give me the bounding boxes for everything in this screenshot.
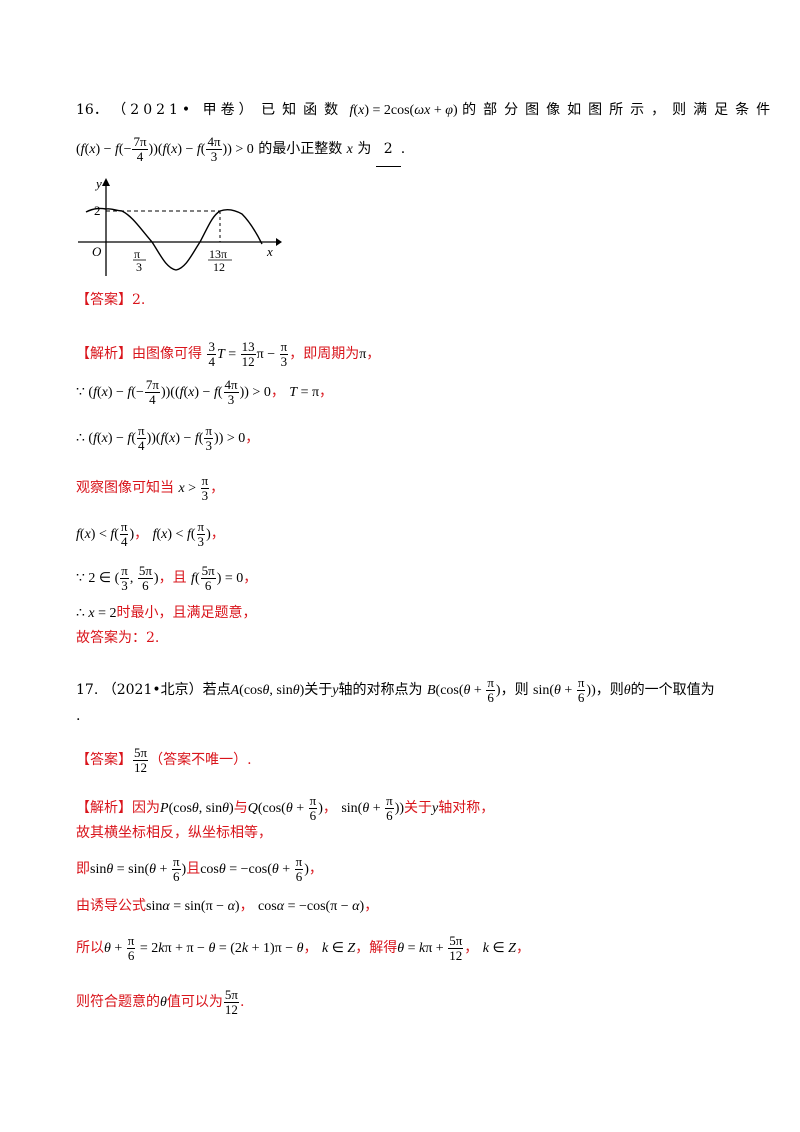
q16-analysis-line4: 观察图像可知当 x > π 3，: [76, 473, 225, 504]
tick2-numerator: 13π: [209, 247, 227, 261]
q17-answer-note: （答案不唯一）.: [149, 752, 252, 768]
q16-stem2: 的部分图像如图所示，则满足条件: [462, 102, 778, 118]
q17-analysis-line4: 由诱导公式sinα = sin(π − α)， cosα = −cos(π − …: [76, 898, 379, 914]
q17-answer-line: 【答案】 5π 12 （答案不唯一）.: [76, 745, 252, 776]
q16-analysis-line5: f(x) < f(π 4)， f(x) < f(π 3)，: [76, 519, 225, 550]
q17-line1-end: .: [76, 708, 81, 724]
q16-answer-line: 【答案】2.: [76, 290, 145, 310]
q16-answer-value: 2.: [132, 292, 146, 308]
tick1-numerator: π: [134, 247, 140, 261]
q17-answer-tag: 【答案】: [76, 752, 132, 768]
q16-analysis-line3: ∴ (f(x) − f(π 4))(f(x) − f(π 3)) > 0，: [76, 423, 260, 454]
q16-line2: (f(x) − f(− 7π 4))(f(x) − f(4π 3)) > 0 的最小正…: [76, 132, 405, 167]
q17-source: （2021•北京）: [102, 682, 203, 698]
q16-condition: (f(x) − f(− 7π 4))(f(x) − f(4π 3)) > 0: [76, 134, 254, 165]
q16-formula-f: f(x) = 2cos(ωx + φ): [349, 103, 458, 118]
q17-analysis-line2: 故其横坐标相反，纵坐标相等，: [76, 825, 272, 841]
q16-stem1: 已知函数: [261, 102, 346, 118]
q17-number: 17.: [76, 682, 99, 698]
q16-line1: 16． （2021• 甲卷） 已知函数 f(x) = 2cos(ωx + φ) …: [76, 100, 777, 121]
q16-answer-tag: 【答案】: [76, 292, 132, 308]
x-axis-arrow: [276, 238, 282, 246]
q17-line1: 17. （2021•北京）若点A(cosθ, sinθ)关于y轴的对称点为 B(…: [76, 675, 715, 706]
q16-analysis-line2: ∵ (f(x) − f(− 7π 4))((f(x) − f(4π 3)) > 0， …: [76, 377, 334, 408]
q17-analysis-line1: 【解析】因为P(cosθ, sinθ)与Q(cos(θ + π 6)， sin(θ…: [76, 793, 495, 824]
y-axis-arrow: [102, 178, 110, 186]
tick1-denominator: 3: [136, 260, 142, 274]
q16-analysis-line7: ∴ x = 2时最小，且满足题意，: [76, 605, 257, 621]
q17-analysis-line6: 则符合题意的θ值可以为 5π 12.: [76, 987, 245, 1018]
q17-analysis-tag: 【解析】: [76, 800, 132, 816]
q16-stem4: 为: [357, 141, 372, 157]
q16-analysis-line6: ∵ 2 ∈ (π 3, 5π 6)，且 f(5π 6) = 0，: [76, 563, 258, 594]
q16-answer-blank: 2: [375, 132, 401, 167]
q16-analysis-line8: 故答案为：2.: [76, 630, 160, 646]
y-axis-label: y: [94, 176, 102, 191]
q16-stem3: 的最小正整数: [258, 141, 343, 157]
origin-label: O: [92, 244, 102, 259]
q17-analysis-line3: 即sinθ = sin(θ + π 6)且cosθ = −cos(θ + π 6)，: [76, 854, 323, 885]
x-axis-label: x: [266, 244, 273, 259]
tick2-denominator: 12: [213, 260, 225, 274]
cosine-curve: [85, 207, 263, 271]
q16-cosine-graph: y 2 O x π 3 13π 12: [78, 176, 282, 276]
peak-label: 2: [94, 203, 101, 218]
q16-analysis-tag: 【解析】: [76, 346, 132, 362]
q16-source: （2021• 甲卷）: [112, 102, 257, 118]
q16-number: 16．: [76, 102, 108, 118]
